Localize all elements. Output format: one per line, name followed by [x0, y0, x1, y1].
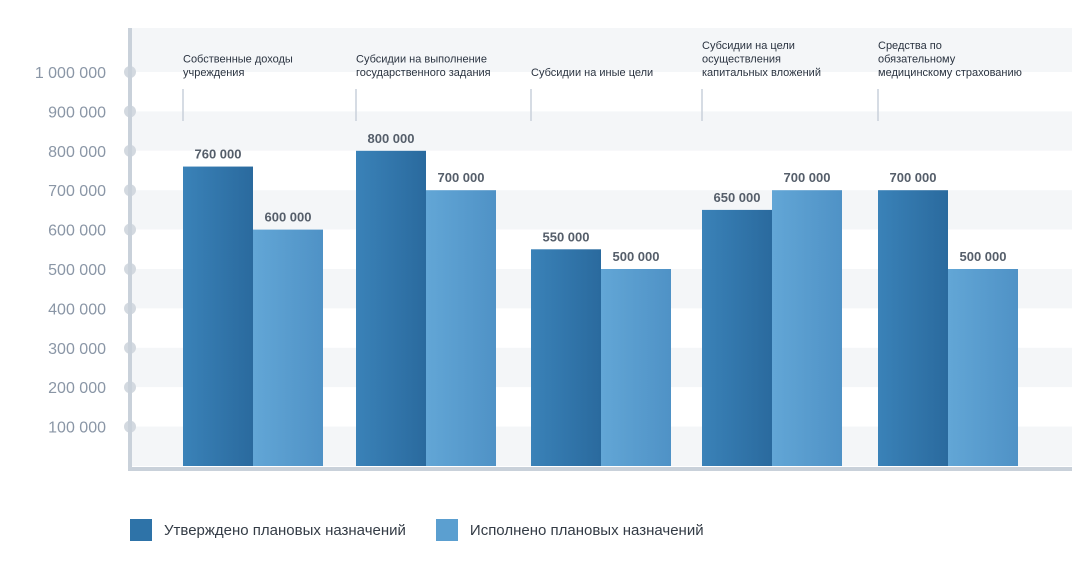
data-label: 760 000 [195, 147, 242, 162]
category-label: капитальных вложений [702, 67, 821, 79]
data-label: 500 000 [613, 249, 660, 264]
data-label: 550 000 [543, 229, 590, 244]
y-axis-ticks: 1 000 000 900 000 800 000 700 000 600 000 500… [35, 65, 136, 437]
category-label: Собственные доходы [183, 54, 293, 66]
category-label: медицинскому страхованию [878, 67, 1022, 79]
data-label: 700 000 [784, 170, 831, 185]
y-tick-label: 300 000 [48, 341, 106, 358]
data-labels: 760 000 600 000 800 000 700 000 550 000 500 0… [195, 131, 1007, 264]
legend-label-executed: Исполнено плановых назначений [469, 521, 704, 539]
legend-swatch-executed [435, 519, 458, 541]
data-label: 800 000 [368, 131, 415, 146]
data-label: 700 000 [438, 170, 485, 185]
y-tick-label: 100 000 [48, 420, 106, 437]
y-tick-label: 800 000 [48, 144, 106, 161]
bar-chart: 1 000 000 900 000 800 000 700 000 600 000 500… [35, 28, 1072, 471]
y-tick-label: 1 000 000 [35, 65, 106, 82]
legend-swatch-approved [130, 519, 152, 541]
bars [183, 150, 1018, 467]
y-tick-label: 500 000 [48, 262, 106, 279]
category-label: Субсидии на выполнение [356, 54, 487, 66]
bar [531, 249, 601, 466]
data-label: 650 000 [714, 190, 761, 205]
legend-item-approved: Утверждено плановых назначений [130, 519, 406, 541]
category-label: Субсидии на цели [702, 40, 795, 52]
bar [356, 150, 426, 467]
grid-band [130, 28, 1072, 72]
category-label: осуществления [702, 54, 781, 66]
bar [601, 269, 671, 466]
legend-item-executed: Исполнено плановых назначений [435, 519, 704, 541]
y-tick-label: 200 000 [48, 380, 106, 397]
bar [183, 166, 253, 466]
y-tick-label: 900 000 [48, 104, 106, 121]
bar [426, 190, 496, 466]
category-label: обязательному [878, 54, 956, 66]
bar [772, 190, 842, 466]
legend: Утверждено плановых назначений Исполнено… [130, 519, 734, 541]
grid-band [130, 111, 1072, 151]
category-label: учреждения [183, 67, 244, 79]
y-tick-label: 400 000 [48, 301, 106, 318]
data-label: 700 000 [890, 170, 937, 185]
bar [253, 229, 323, 466]
data-label: 500 000 [960, 249, 1007, 264]
y-tick-label: 700 000 [48, 183, 106, 200]
bar [702, 209, 772, 466]
grid-band [130, 72, 1072, 112]
y-tick-label: 600 000 [48, 223, 106, 240]
category-label: государственного задания [356, 67, 491, 79]
grid-band [130, 150, 1072, 191]
category-label: Средства по [878, 40, 942, 52]
bar [878, 190, 948, 466]
bar [948, 269, 1018, 466]
category-label: Субсидии на иные цели [531, 67, 653, 79]
legend-label-approved: Утверждено плановых назначений [164, 521, 406, 539]
axes [128, 28, 1072, 471]
data-label: 600 000 [265, 210, 312, 225]
